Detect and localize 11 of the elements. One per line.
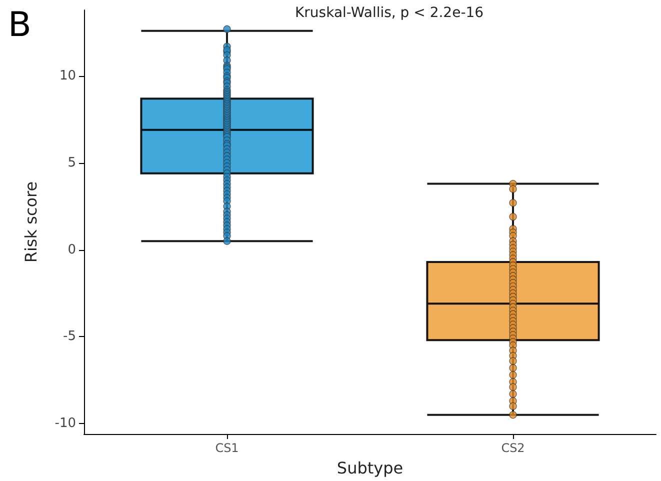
y-tick-label: -5 bbox=[63, 329, 76, 344]
annotation: Kruskal-Wallis, p < 2.2e-16 bbox=[295, 5, 484, 21]
x-tick-label: CS1 bbox=[215, 441, 239, 455]
y-tick-label: 5 bbox=[68, 155, 76, 170]
text: B bbox=[8, 5, 32, 45]
y-tick-label: 0 bbox=[68, 242, 76, 258]
y-axis-title: Risk score bbox=[22, 181, 40, 263]
y-tick-label: 10 bbox=[59, 68, 76, 84]
x-axis-title: Subtype bbox=[336, 458, 404, 478]
x-tick-label: CS2 bbox=[501, 441, 525, 455]
y-tick-label: -10 bbox=[54, 416, 76, 432]
